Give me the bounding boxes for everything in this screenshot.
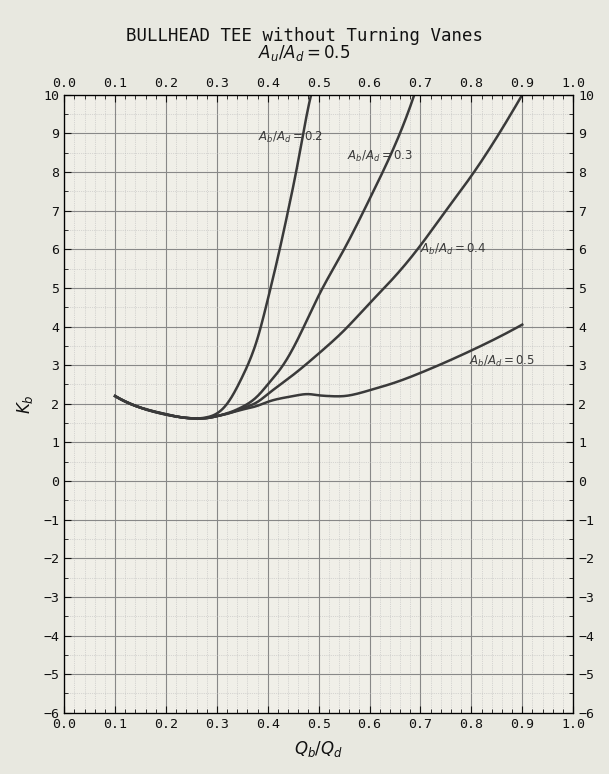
Y-axis label: $K_b$: $K_b$ xyxy=(15,394,35,413)
Text: BULLHEAD TEE without Turning Vanes: BULLHEAD TEE without Turning Vanes xyxy=(126,27,483,45)
Text: $A_b/A_d=0.5$: $A_b/A_d=0.5$ xyxy=(469,354,535,369)
X-axis label: $Q_b/Q_d$: $Q_b/Q_d$ xyxy=(294,739,343,759)
Text: $A_b/A_d=0.3$: $A_b/A_d=0.3$ xyxy=(347,149,412,164)
Text: $A_b/A_d=0.2$: $A_b/A_d=0.2$ xyxy=(258,130,323,145)
Text: $A_b/A_d=0.4$: $A_b/A_d=0.4$ xyxy=(420,242,487,257)
Text: $A_u/A_d=0.5$: $A_u/A_d=0.5$ xyxy=(258,43,351,63)
